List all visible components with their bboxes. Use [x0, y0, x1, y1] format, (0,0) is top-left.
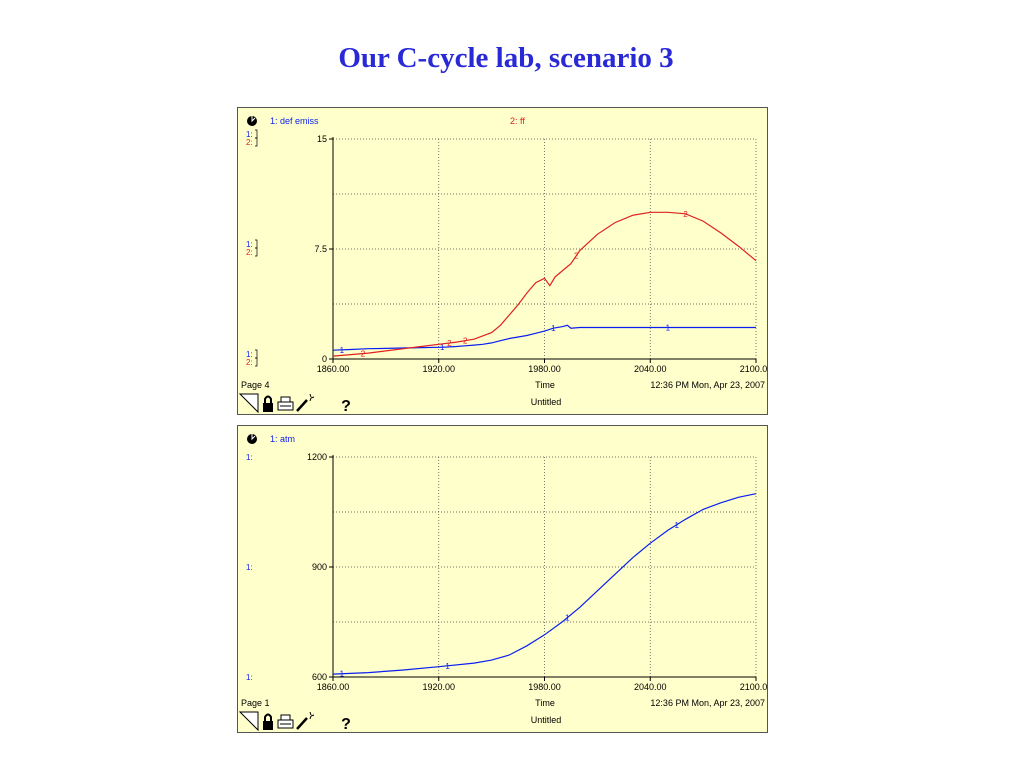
scale-bracket [255, 349, 258, 359]
printer-paper [280, 714, 291, 721]
scale-bracket [255, 357, 258, 367]
slide-title: Our C-cycle lab, scenario 3 [338, 42, 674, 74]
lock-body [263, 403, 273, 412]
printer-icon[interactable] [277, 714, 294, 729]
graph-type-icon[interactable] [247, 434, 257, 444]
series-marker-1: 1 [340, 670, 345, 679]
graph-panel-def-emiss-ff: 1: def emiss 2: ff 1: 2: 1: 2: 1: 2: 15 7.5 0 1860.… [237, 107, 768, 415]
printer-icon[interactable] [277, 396, 294, 411]
lock-icon[interactable] [263, 713, 273, 731]
x-tick-label: 2100.00 [740, 682, 767, 692]
lock-shackle [264, 395, 272, 403]
page-corner-icon[interactable] [238, 711, 259, 732]
x-tick-label: 1980.00 [528, 364, 561, 374]
y-tick-label: 1200 [307, 452, 327, 462]
help-icon[interactable]: ? [341, 716, 351, 732]
page-label: Page 1 [241, 698, 270, 708]
x-tick-label: 1860.00 [317, 364, 350, 374]
series-marker-2: 2 [463, 337, 468, 346]
wand-icon[interactable] [296, 711, 315, 730]
scale-bracket [255, 247, 258, 257]
x-tick-label: 2100.00 [740, 364, 767, 374]
page-corner-shape [238, 711, 259, 732]
x-tick-label: 1860.00 [317, 682, 350, 692]
series-marker-1: 1 [445, 662, 450, 671]
scale-marker: 1: [246, 673, 253, 682]
graph-type-icon[interactable] [247, 116, 257, 126]
series-marker-2: 2 [447, 339, 452, 348]
grid [333, 138, 757, 359]
timestamp: 12:36 PM Mon, Apr 23, 2007 [650, 698, 765, 708]
series-line-1 [332, 493, 757, 675]
x-tick-label: 2040.00 [634, 682, 667, 692]
series-line-2 [332, 211, 757, 357]
y-tick-label: 900 [312, 562, 327, 572]
page-corner-icon[interactable] [238, 393, 259, 414]
x-tick-label: 1920.00 [422, 682, 455, 692]
untitled-label: Untitled [531, 397, 562, 407]
series-marker-1: 1 [666, 323, 671, 332]
wand-stick [296, 717, 308, 730]
timestamp: 12:36 PM Mon, Apr 23, 2007 [650, 380, 765, 390]
series-marker-1: 1 [340, 346, 345, 355]
scale-marker: 1: [246, 350, 253, 359]
lock-body [263, 721, 273, 730]
scale-bracket [255, 239, 258, 249]
time-axis-label: Time [535, 698, 555, 708]
scale-marker: 2: [246, 358, 253, 367]
series-marker-2: 2 [683, 210, 688, 219]
printer-paper [280, 396, 291, 403]
series-marker-1: 1 [440, 343, 445, 352]
graph-type-icon-needle [251, 434, 256, 441]
scale-marker: 2: [246, 248, 253, 257]
time-axis-label: Time [535, 380, 555, 390]
lock-shackle [264, 713, 272, 721]
scale-marker: 1: [246, 240, 253, 249]
lock-icon[interactable] [263, 395, 273, 413]
legend-item: 1: atm [270, 434, 295, 444]
series-marker-1: 1 [551, 324, 556, 333]
legend-item: 1: def emiss [270, 116, 319, 126]
page-corner-shape [238, 393, 259, 414]
x-tick-label: 1920.00 [422, 364, 455, 374]
y-tick-label: 600 [312, 672, 327, 682]
wand-stick [296, 399, 308, 412]
graph-svg: 1: def emiss 2: ff1:2:1:2:1:2:157.501860.… [238, 116, 767, 414]
y-tick-label: 15 [317, 134, 327, 144]
x-tick-label: 1980.00 [528, 682, 561, 692]
scale-marker: 2: [246, 138, 253, 147]
scale-bracket [255, 129, 258, 139]
grid [333, 456, 757, 677]
graph-type-icon-needle [251, 116, 256, 123]
page-label: Page 4 [241, 380, 270, 390]
x-tick-label: 2040.00 [634, 364, 667, 374]
legend-item: 2: ff [510, 116, 525, 126]
scale-bracket [255, 137, 258, 147]
wand-icon[interactable] [296, 393, 315, 412]
wand-sparkle [309, 393, 315, 402]
scale-marker: 1: [246, 130, 253, 139]
y-tick-label: 0 [322, 354, 327, 364]
help-icon[interactable]: ? [341, 398, 351, 414]
graph-panel-atm: 1: atm 1: 1: 1: 1200 900 600 1860.00 1920.00 1980… [237, 425, 768, 733]
series-marker-1: 1 [674, 521, 679, 530]
untitled-label: Untitled [531, 715, 562, 725]
scale-marker: 1: [246, 563, 253, 572]
scale-marker: 1: [246, 453, 253, 462]
series-marker-2: 2 [574, 252, 579, 261]
series-marker-1: 1 [565, 614, 570, 623]
wand-sparkle [309, 711, 315, 720]
series-marker-2: 2 [361, 350, 366, 359]
y-tick-label: 7.5 [314, 244, 327, 254]
series-line-1 [332, 324, 756, 351]
